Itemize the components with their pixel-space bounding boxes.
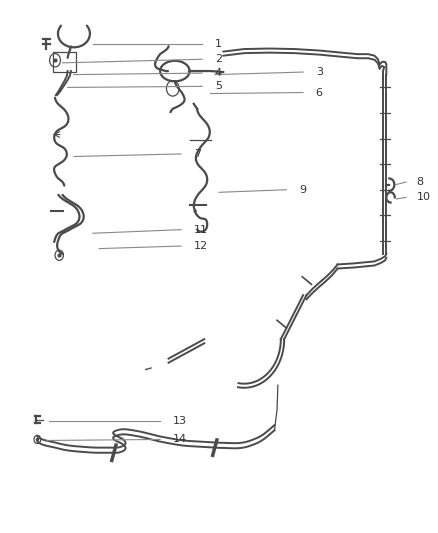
Text: 8: 8 <box>417 177 424 187</box>
Text: 9: 9 <box>299 185 306 195</box>
Text: 5: 5 <box>215 82 222 91</box>
Text: 13: 13 <box>173 416 187 426</box>
Text: 1: 1 <box>215 39 222 49</box>
Text: 12: 12 <box>194 241 208 251</box>
Text: 10: 10 <box>417 192 431 203</box>
Text: 14: 14 <box>173 434 187 445</box>
Text: 3: 3 <box>316 67 323 77</box>
Text: 4: 4 <box>215 68 222 78</box>
Text: 7: 7 <box>194 149 201 159</box>
Text: 6: 6 <box>316 87 323 98</box>
Text: 2: 2 <box>215 54 222 64</box>
Text: 11: 11 <box>194 224 208 235</box>
